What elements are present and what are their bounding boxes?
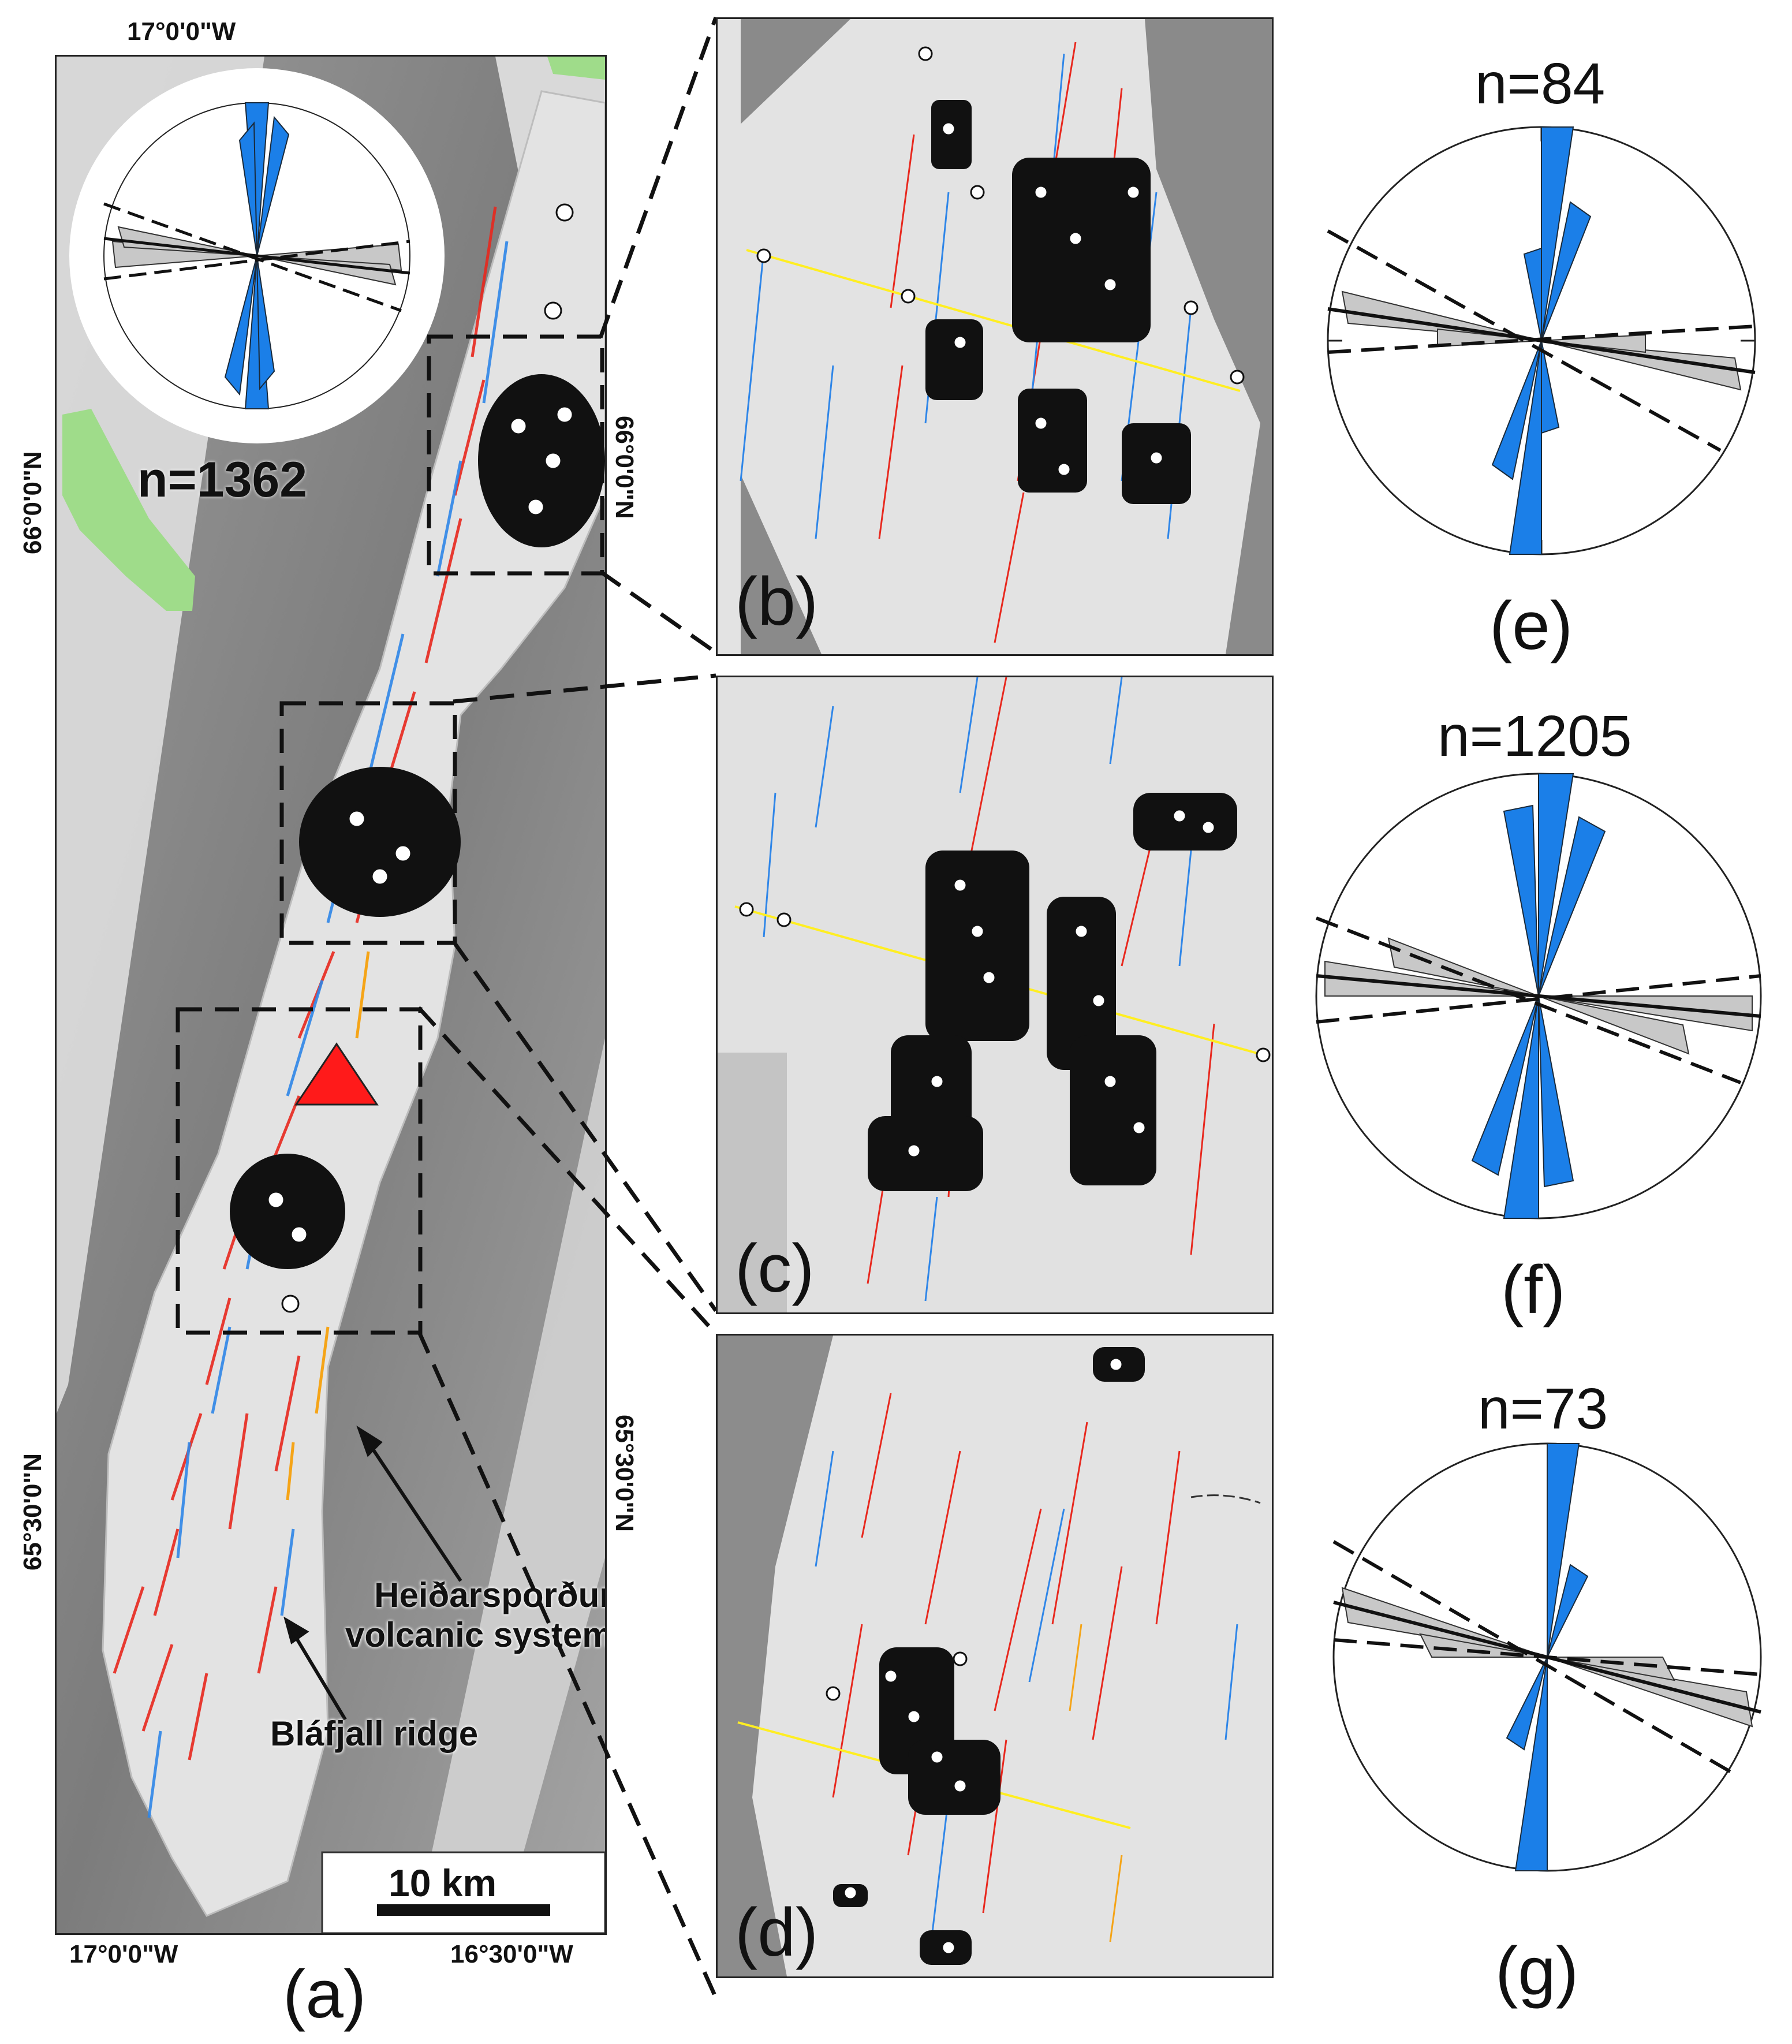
panel-label-g: (g) — [1495, 1933, 1579, 2009]
panel-label-a: (a) — [283, 1956, 367, 2032]
inset-box-c — [279, 701, 457, 945]
rose-diagram-f — [1315, 773, 1762, 1219]
lon-label-bottom-right: 16°30'0"W — [450, 1940, 573, 1968]
panel-d: (d) — [716, 1334, 1274, 1978]
volcano-triangle-marker — [294, 1042, 379, 1106]
scale-bar-label: 10 km — [389, 1862, 497, 1904]
lat-label-6530-left: 65°30'0"N — [18, 1453, 47, 1571]
lat-label-66-right: 66°0'0"N — [610, 416, 639, 519]
panel-label-f: (f) — [1501, 1252, 1566, 1328]
rose-diagram-a — [103, 102, 410, 409]
panel-label-e: (e) — [1489, 588, 1573, 664]
rose-diagram-g — [1332, 1442, 1762, 1872]
panel-c: (c) — [716, 676, 1274, 1314]
lon-label-bottom-left: 17°0'0"W — [69, 1940, 178, 1968]
panel-b: (b) — [716, 17, 1274, 656]
panel-label-d: (d) — [735, 1894, 819, 1971]
scale-bar — [377, 1904, 550, 1916]
inset-box-d — [176, 1007, 423, 1335]
panel-label-b: (b) — [735, 564, 819, 640]
rose-count-f: n=1205 — [1438, 704, 1632, 769]
annotation-volcanic-system: Heiðarsporður volcanic system — [345, 1575, 607, 1655]
rose-diagram-e — [1327, 126, 1756, 555]
land-patch — [547, 57, 605, 80]
annotation-volcanic-line: Heiðarsporður volcanic system — [345, 1576, 607, 1654]
land-patch — [62, 409, 195, 611]
earthquake-cluster — [230, 1154, 345, 1269]
inset-box-b — [427, 334, 604, 576]
panel-d-map — [737, 1336, 1272, 1976]
annotation-blafjall: Bláfjall ridge — [270, 1714, 479, 1753]
earthquake-cluster — [478, 374, 605, 547]
panel-a: n=1362 Heiðarsporður volcanic system Blá… — [55, 55, 607, 1935]
lat-label-66-left: 66°0'0"N — [18, 451, 47, 554]
red-fissures — [113, 206, 497, 1760]
panel-c-map — [718, 677, 1272, 1312]
rose-count-e: n=84 — [1475, 51, 1606, 116]
orange-fissures — [286, 951, 370, 1501]
rose-count-g: n=73 — [1478, 1377, 1608, 1441]
rose-count-a: n=1362 — [137, 452, 308, 508]
lat-label-6530-right: 65°30'0"N — [610, 1415, 639, 1532]
panel-label-c: (c) — [735, 1230, 815, 1307]
panel-b-map — [718, 19, 1260, 654]
lon-label-top: 17°0'0"W — [127, 17, 236, 46]
earthquake-cluster — [299, 767, 461, 917]
profile-line-b — [746, 249, 1241, 392]
